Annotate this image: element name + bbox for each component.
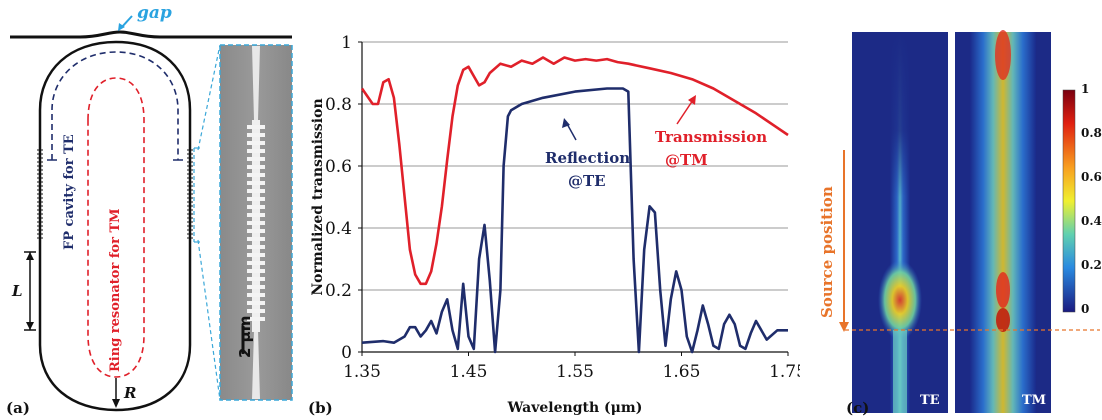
- fp-cavity-label: FP cavity for TE: [62, 134, 77, 250]
- ring-resonator-label: Ring resonator for TM: [108, 208, 123, 372]
- panel-label-a: (a): [6, 399, 30, 417]
- x-tick-label: 1.65: [663, 362, 701, 382]
- tm-label: TM: [1022, 393, 1047, 408]
- grating-left: [37, 149, 43, 239]
- field-maps: [839, 30, 1100, 413]
- grating-right: [187, 149, 193, 239]
- x-tick-label: 1.75: [769, 362, 800, 382]
- series-line-transmission-tm: [360, 56, 789, 286]
- x-tick-label: 1.35: [343, 362, 381, 382]
- x-tick-label: 1.45: [450, 362, 488, 382]
- gap-label: gap: [137, 3, 172, 23]
- colorbar-tick-0: 0: [1081, 302, 1090, 316]
- sem-grating-teeth: [247, 125, 265, 321]
- panel-label-b: (b): [308, 399, 333, 417]
- length-label: L: [12, 282, 23, 300]
- scale-bar-label: 2 μm: [236, 315, 254, 358]
- colorbar-tick-0-8: 0.8: [1081, 126, 1102, 140]
- panel-a: gap FP cavity for TE Ring resonator for …: [0, 0, 300, 420]
- transmission-chart: 0 0.2 0.4 0.6 0.8 1 1.35 1.45 1.55 1.65 1.75 Wavele…: [310, 33, 800, 416]
- y-tick-label: 0.2: [325, 281, 352, 301]
- x-tick-label: 1.55: [556, 362, 594, 382]
- colorbar-tick-0-2: 0.2: [1081, 258, 1102, 272]
- series-line-reflection-te: [361, 87, 788, 354]
- annotation-reflection: Reflection: [545, 149, 630, 167]
- annotation-transmission-arrowhead: [688, 95, 696, 105]
- device-schematic: [10, 15, 293, 412]
- radius-label: R: [124, 384, 137, 402]
- colorbar-tick-1: 1: [1081, 82, 1090, 96]
- colorbar-tick-0-6: 0.6: [1081, 170, 1102, 184]
- annotation-reflection-mode: @TE: [568, 172, 606, 190]
- x-axis-label: Wavelength (μm): [507, 400, 643, 416]
- y-tick-label: 0: [341, 343, 352, 363]
- panel-b: 0 0.2 0.4 0.6 0.8 1 1.35 1.45 1.55 1.65 1.75 Wavele…: [300, 0, 800, 420]
- te-label: TE: [920, 393, 940, 408]
- annotation-transmission-mode: @TM: [665, 151, 708, 169]
- colorbar-tick-0-4: 0.4: [1081, 214, 1102, 228]
- annotation-reflection-arrowhead: [562, 118, 570, 128]
- y-tick-label: 1: [341, 33, 352, 53]
- y-axis-label: Normalized transmission: [310, 98, 326, 295]
- y-tick-label: 0.8: [325, 95, 352, 115]
- y-tick-label: 0.6: [325, 157, 352, 177]
- fp-cavity-path: [51, 51, 179, 160]
- bus-waveguide: [10, 30, 292, 39]
- annotation-transmission: Transmission: [655, 128, 767, 146]
- ring-resonator-path: [87, 77, 145, 378]
- source-position-label: Source position: [818, 186, 836, 318]
- colorbar: [1062, 89, 1076, 313]
- panel-c: Source position TE TM 1 0.8 0.6 0.4 0.2 …: [800, 0, 1102, 420]
- annotation-transmission-arrow: [676, 99, 694, 125]
- panel-label-c: (c): [846, 399, 870, 417]
- y-tick-label: 0.4: [325, 219, 352, 239]
- racetrack-waveguide: [38, 40, 192, 412]
